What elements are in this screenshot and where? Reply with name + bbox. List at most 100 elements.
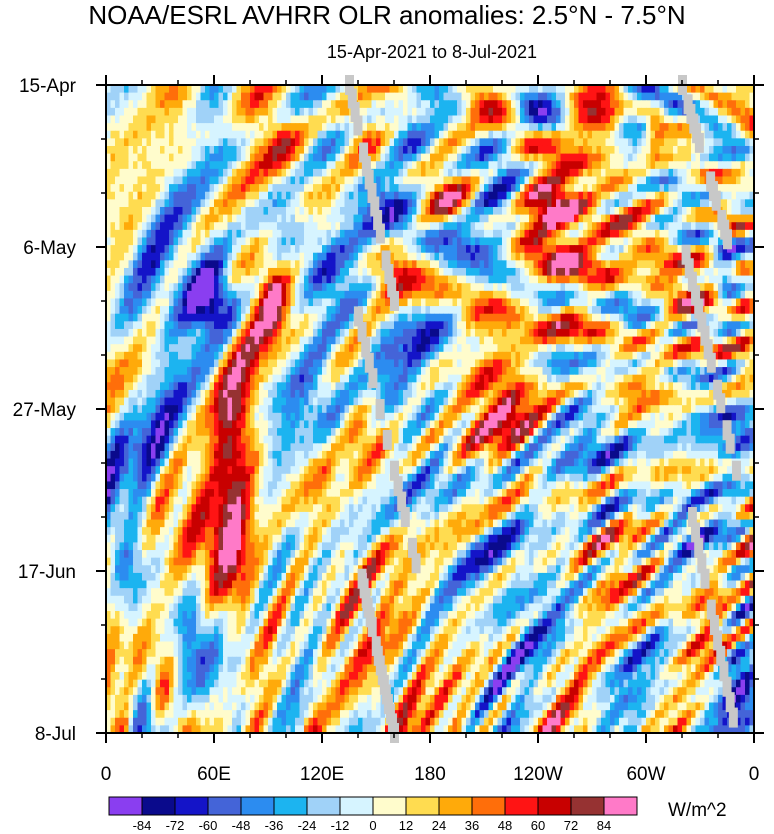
heatmap-cell	[673, 290, 678, 299]
heatmap-cell	[475, 214, 480, 223]
heatmap-cell	[403, 176, 408, 185]
heatmap-cell	[362, 206, 368, 215]
heatmap-cell	[736, 252, 741, 261]
heatmap-cell	[551, 267, 557, 276]
heatmap-cell	[263, 260, 269, 269]
heatmap-cell	[151, 115, 156, 124]
heatmap-cell	[313, 161, 318, 170]
heatmap-cell	[115, 252, 120, 261]
heatmap-cell	[326, 260, 332, 269]
heatmap-cell	[740, 115, 746, 124]
heatmap-cell	[322, 92, 327, 101]
heatmap-cell	[565, 306, 570, 315]
heatmap-cell	[448, 283, 453, 292]
heatmap-cell	[655, 267, 660, 276]
heatmap-cell	[277, 123, 282, 132]
heatmap-cell	[727, 123, 732, 132]
heatmap-cell	[565, 328, 570, 337]
heatmap-cell	[727, 283, 732, 292]
heatmap-cell	[263, 313, 269, 322]
heatmap-cell	[124, 145, 129, 155]
heatmap-cell	[187, 245, 192, 254]
heatmap-cell	[277, 130, 282, 139]
heatmap-cell	[511, 138, 516, 147]
heatmap-cell	[673, 313, 678, 322]
heatmap-cell	[488, 191, 494, 200]
heatmap-cell	[448, 138, 453, 147]
heatmap-cell	[214, 328, 219, 337]
heatmap-cell	[137, 260, 143, 269]
heatmap-cell	[295, 138, 300, 147]
heatmap-cell	[160, 321, 165, 330]
heatmap-cell	[475, 184, 480, 193]
heatmap-cell	[200, 283, 206, 292]
heatmap-cell	[286, 222, 291, 231]
heatmap-cell	[659, 252, 665, 261]
heatmap-cell	[479, 290, 485, 299]
heatmap-cell	[515, 100, 521, 109]
heatmap-cell	[461, 161, 467, 170]
heatmap-cell	[272, 328, 278, 337]
heatmap-cell	[722, 306, 728, 315]
heatmap-cell	[682, 306, 687, 315]
heatmap-cell	[686, 328, 692, 337]
heatmap-cell	[713, 229, 719, 238]
heatmap-cell	[475, 206, 480, 215]
heatmap-cell	[160, 153, 165, 162]
heatmap-cell	[205, 336, 210, 345]
heatmap-cell	[268, 328, 273, 337]
heatmap-cell	[700, 92, 705, 101]
heatmap-cell	[317, 222, 323, 231]
heatmap-cell	[358, 260, 363, 269]
heatmap-cell	[551, 206, 557, 215]
heatmap-cell	[592, 130, 597, 139]
heatmap-cell	[551, 107, 557, 116]
heatmap-cell	[511, 206, 516, 215]
heatmap-cell	[322, 199, 327, 208]
heatmap-cell	[295, 184, 300, 193]
heatmap-cell	[209, 115, 215, 124]
heatmap-cell	[529, 298, 534, 307]
heatmap-cell	[484, 161, 489, 170]
heatmap-cell	[448, 222, 453, 231]
heatmap-cell	[340, 313, 345, 322]
heatmap-cell	[677, 115, 683, 124]
heatmap-cell	[106, 115, 111, 124]
heatmap-cell	[128, 313, 134, 322]
heatmap-cell	[556, 222, 561, 231]
heatmap-cell	[596, 138, 602, 147]
heatmap-cell	[515, 313, 521, 322]
heatmap-cell	[340, 130, 345, 139]
heatmap-cell	[385, 115, 390, 124]
heatmap-cell	[439, 245, 444, 254]
heatmap-cell	[182, 237, 188, 246]
heatmap-cell	[488, 298, 494, 307]
heatmap-cell	[686, 191, 692, 200]
heatmap-cell	[673, 153, 678, 162]
heatmap-cell	[691, 229, 696, 238]
heatmap-cell	[254, 184, 260, 193]
heatmap-cell	[281, 199, 287, 208]
heatmap-cell	[376, 275, 381, 284]
heatmap-cell	[128, 176, 134, 185]
heatmap-cell	[461, 153, 467, 162]
heatmap-cell	[250, 237, 255, 246]
heatmap-cell	[731, 275, 737, 284]
heatmap-cell	[646, 184, 651, 193]
heatmap-cell	[556, 176, 561, 185]
heatmap-cell	[331, 237, 336, 246]
heatmap-cell	[344, 107, 350, 116]
heatmap-cell	[272, 237, 278, 246]
heatmap-cell	[137, 130, 143, 139]
heatmap-cell	[137, 176, 143, 185]
heatmap-cell	[533, 245, 539, 254]
heatmap-cell	[371, 237, 377, 246]
heatmap-cell	[200, 206, 206, 215]
heatmap-cell	[727, 252, 732, 261]
heatmap-cell	[673, 92, 678, 101]
heatmap-cell	[380, 161, 386, 170]
heatmap-cell	[637, 191, 642, 200]
heatmap-cell	[583, 298, 588, 307]
heatmap-cell	[281, 283, 287, 292]
heatmap-cell	[614, 252, 620, 261]
